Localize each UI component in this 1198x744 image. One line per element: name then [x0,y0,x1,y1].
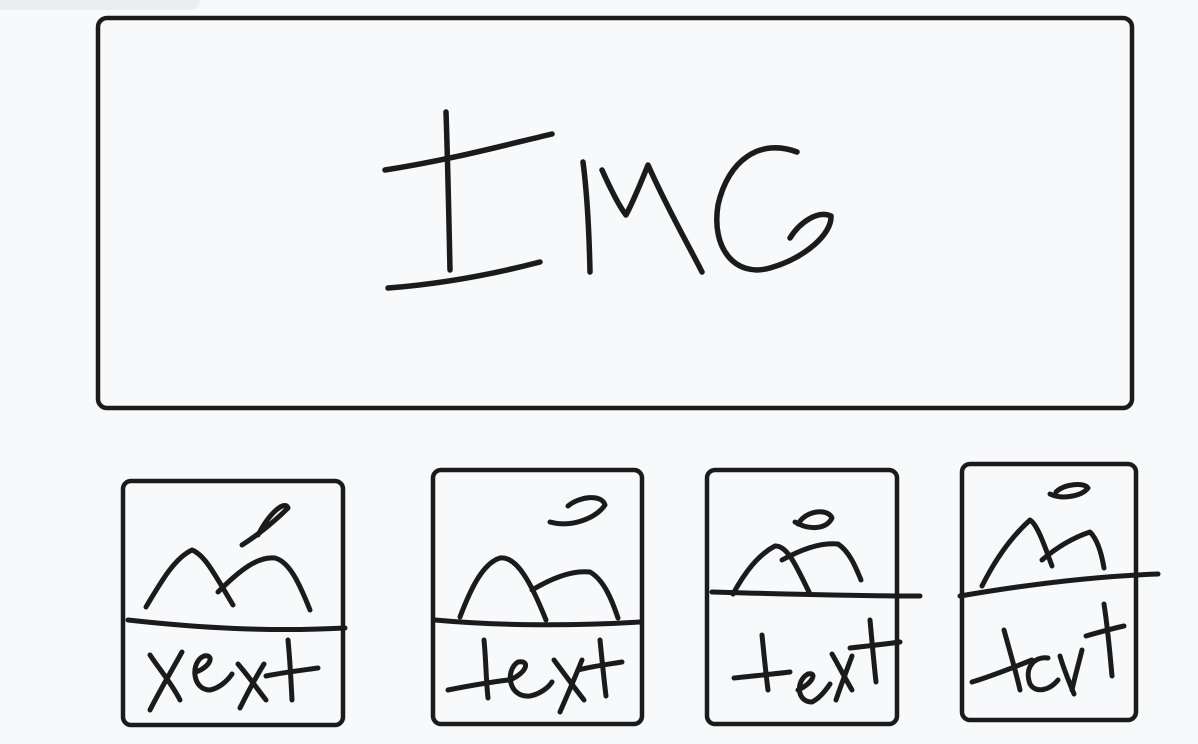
card-2-divider [432,617,643,628]
image-placeholder-icon [457,495,621,623]
image-placeholder-icon [730,509,864,597]
hero-image-placeholder [95,15,1135,411]
card-3-divider [709,589,923,599]
card-4-text-label [969,601,1127,697]
hero-frame [95,15,1135,411]
card-1-frame [120,478,346,728]
canvas-tab-stub [0,0,200,10]
card-4-divider [957,571,1161,599]
image-card-4 [957,461,1161,723]
card-2-text-label [445,637,625,715]
card-1-divider [125,617,348,633]
image-card-1 [120,478,348,728]
image-card-3 [704,467,923,727]
hero-img-label [382,109,834,291]
card-1-text-label [147,637,321,713]
image-placeholder-icon [979,482,1107,589]
card-4-frame [959,461,1139,723]
image-card-2 [430,467,645,727]
card-2-frame [430,467,645,727]
image-placeholder-icon [143,503,313,613]
card-3-text-label [731,617,903,705]
